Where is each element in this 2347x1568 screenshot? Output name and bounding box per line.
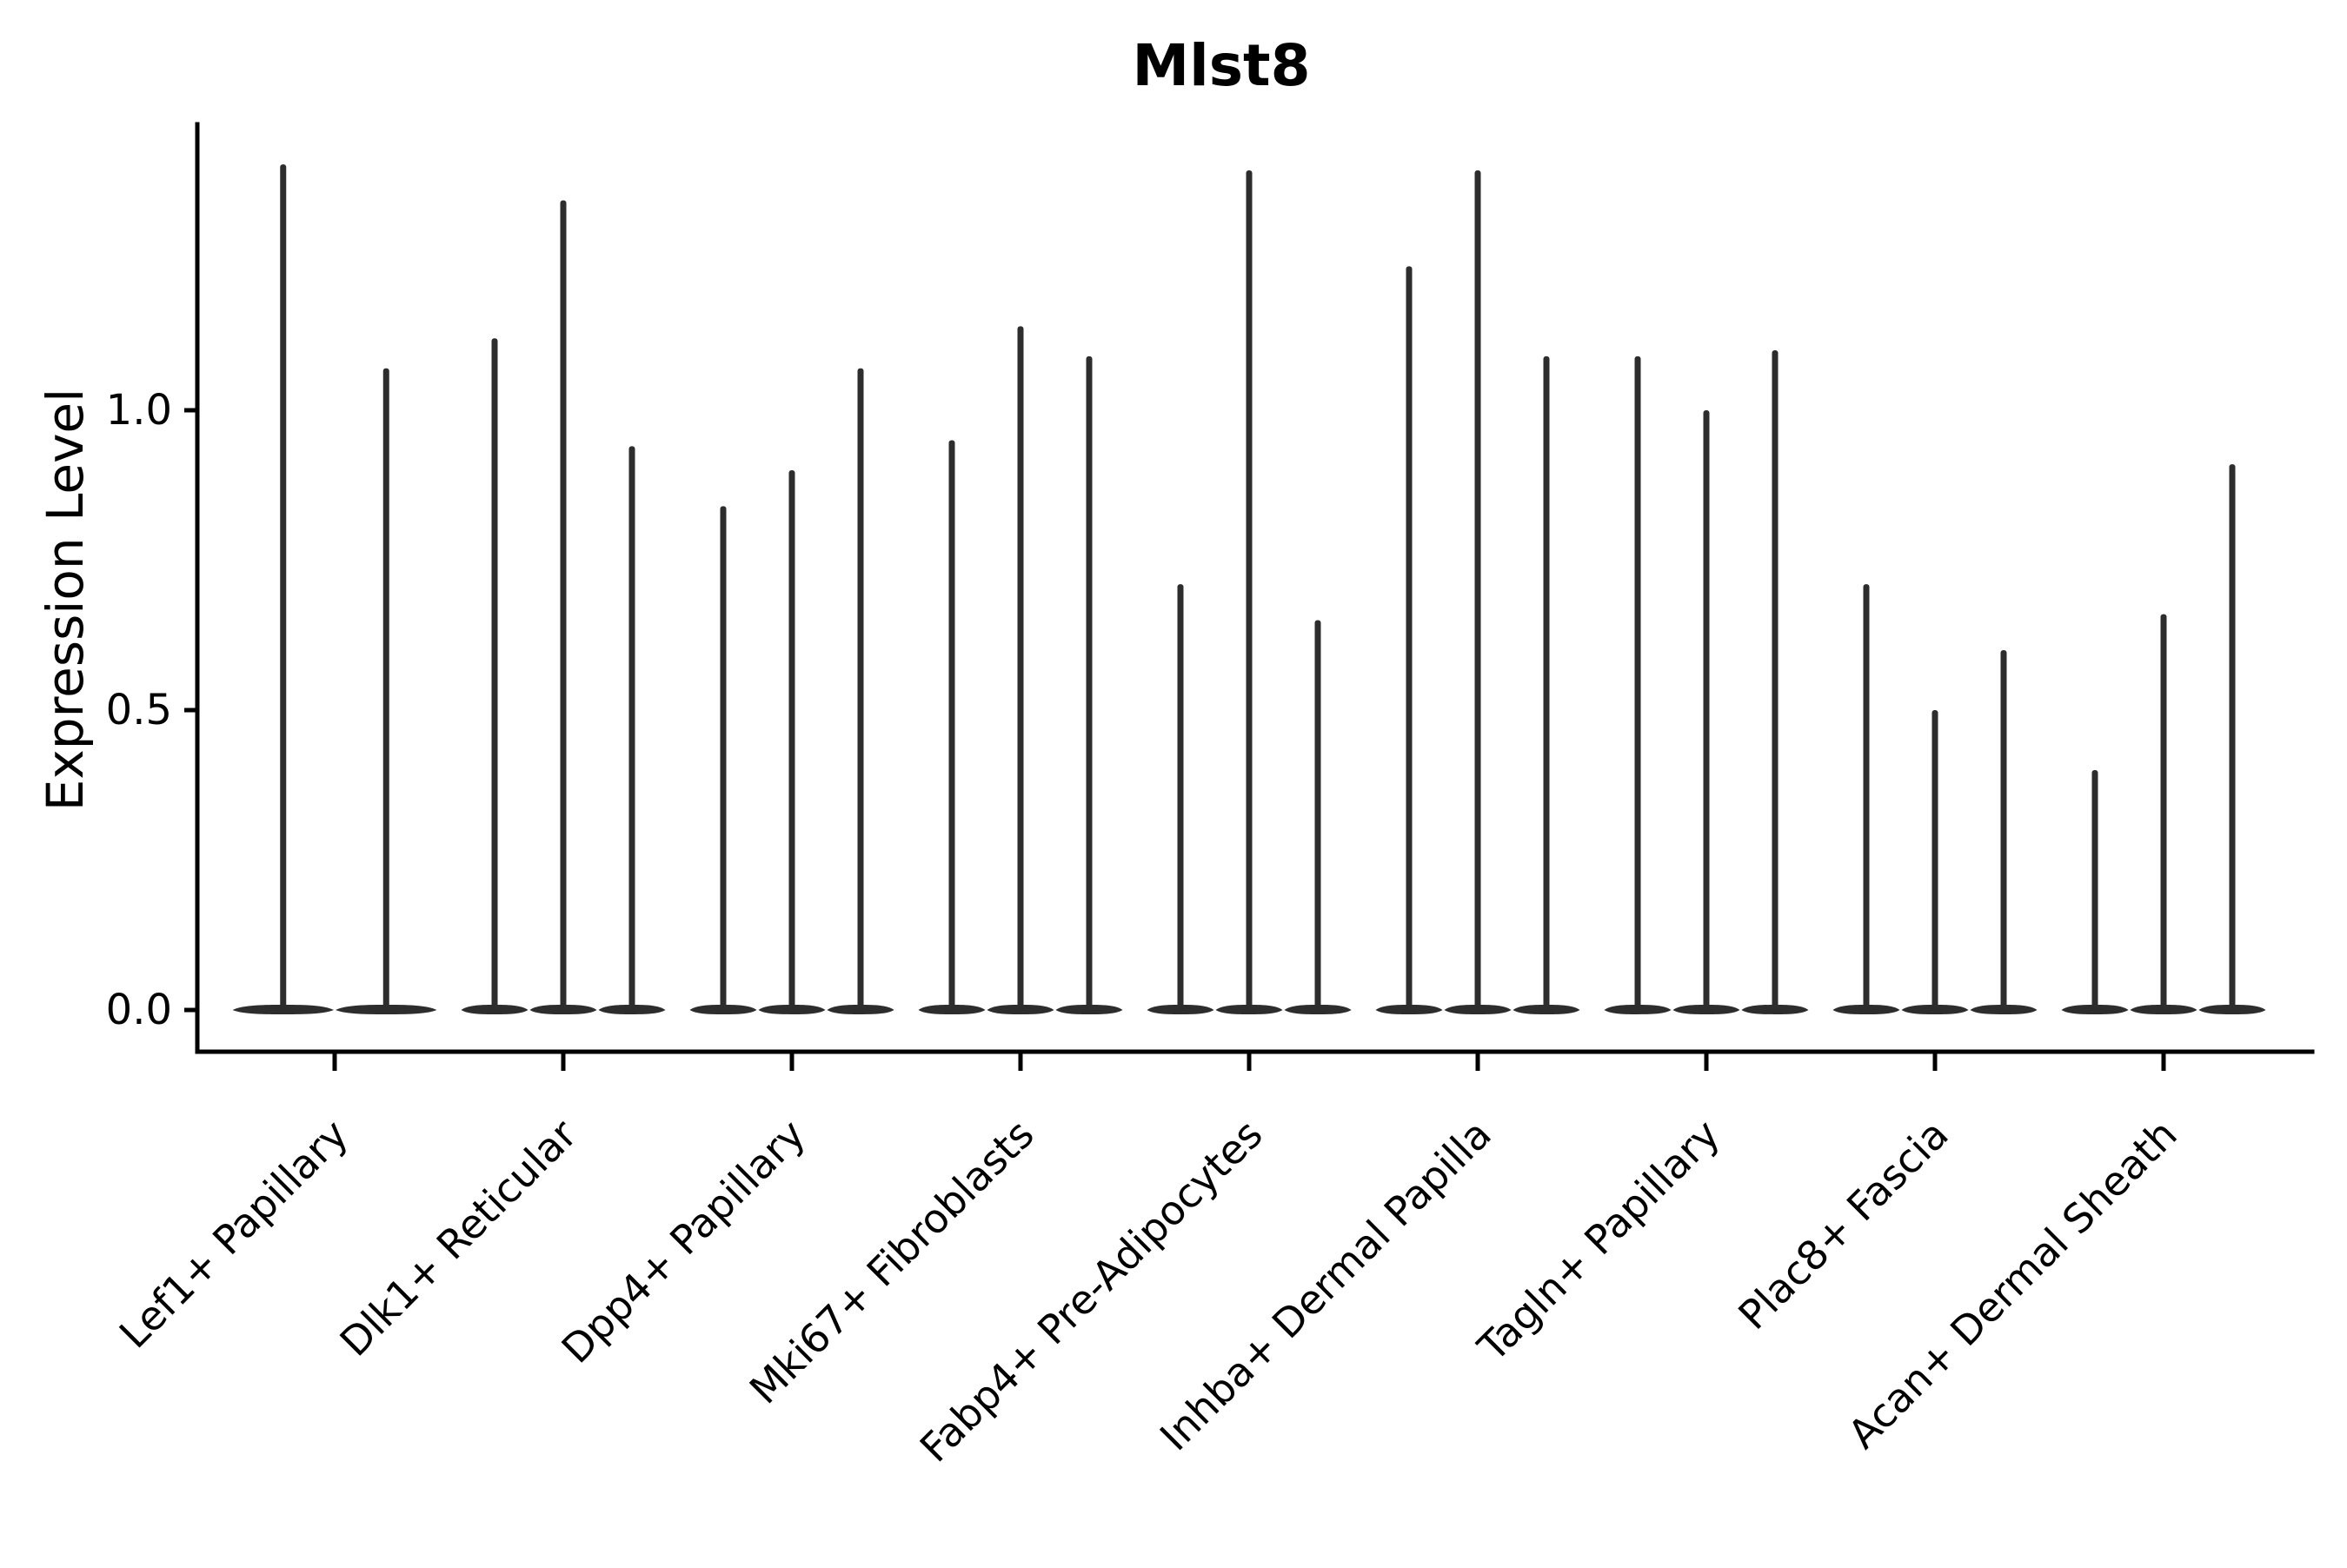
y-axis-label: Expression Level <box>36 389 95 811</box>
violins-group <box>232 164 2266 1014</box>
violin-spike <box>948 440 955 1012</box>
violin-spike <box>1177 584 1184 1012</box>
violin-spike <box>1931 710 1938 1012</box>
violin-spike <box>1703 410 1710 1012</box>
violin-spike <box>560 200 567 1012</box>
violin-spike <box>280 164 287 1013</box>
violin-spike <box>1017 326 1024 1012</box>
violin-spike <box>1634 355 1641 1012</box>
violin-spike <box>788 470 795 1012</box>
axis-spines <box>195 122 2315 1054</box>
y-tick-label: 0.5 <box>106 686 172 734</box>
violin-spike <box>1406 266 1413 1012</box>
y-tick-label: 1.0 <box>106 386 172 435</box>
violin-spike <box>1314 620 1321 1012</box>
x-tick-label: Dlk1+ Reticular <box>331 1111 586 1365</box>
violin-spike <box>1863 584 1870 1012</box>
violin-spike <box>382 368 389 1012</box>
x-tick-label: Lef1+ Papillary <box>110 1111 357 1358</box>
violin-spike <box>720 506 727 1012</box>
violin-spike <box>1474 170 1481 1012</box>
violin-spike <box>1246 170 1253 1012</box>
violin-spike <box>491 338 498 1012</box>
violin-spike <box>1086 355 1093 1012</box>
y-tick-label: 0.0 <box>106 986 172 1034</box>
x-tick-label: Tagln+ Papillary <box>1468 1111 1729 1372</box>
violin-spike <box>2091 770 2098 1012</box>
violin-spike <box>1543 355 1550 1012</box>
violin-spike <box>1772 350 1779 1012</box>
violin-spike <box>857 368 864 1012</box>
violin-spike <box>2229 464 2236 1012</box>
x-tick-label: Dpp4+ Papillary <box>553 1111 814 1372</box>
violin-spike <box>628 446 635 1012</box>
chart-title: Mlst8 <box>1132 32 1310 99</box>
violin-spike <box>2160 614 2167 1012</box>
x-tick-label: Plac8+ Fascia <box>1729 1111 1957 1339</box>
violin-spike <box>2000 650 2007 1012</box>
